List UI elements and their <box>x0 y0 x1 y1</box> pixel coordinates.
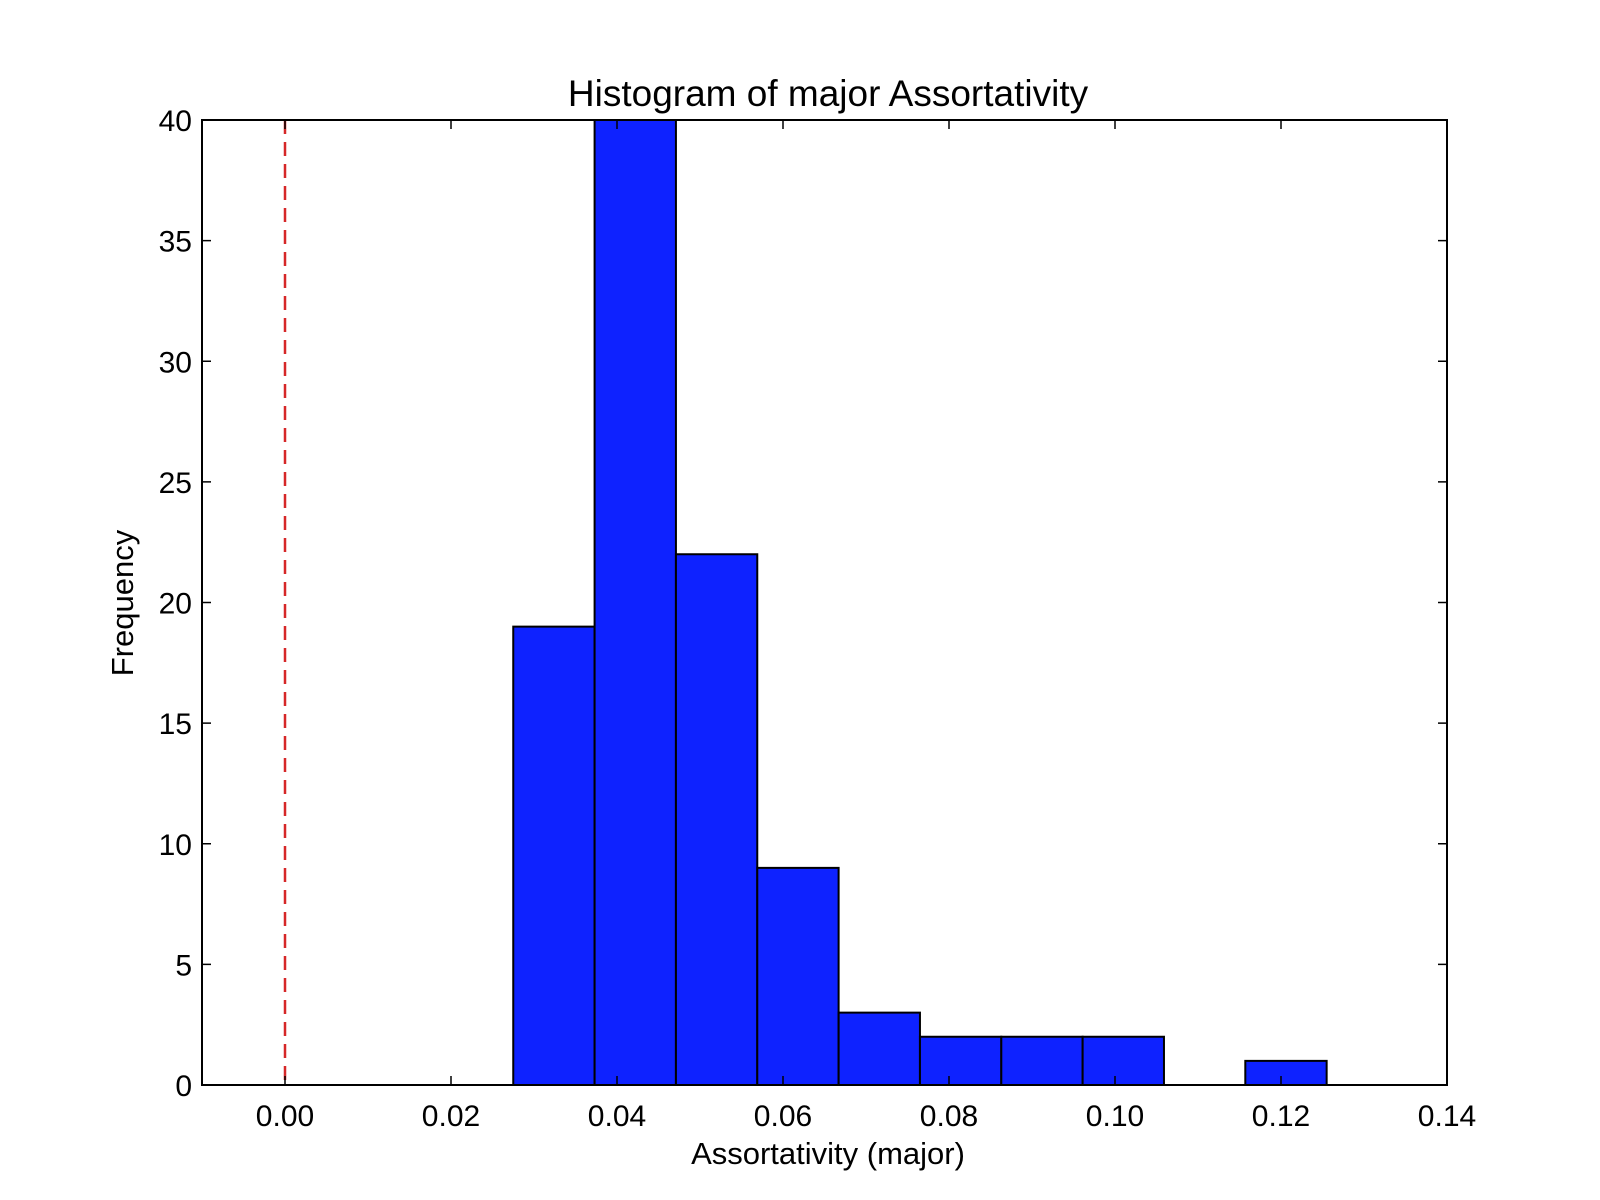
x-tick-label: 0.08 <box>920 1100 978 1133</box>
x-tick-label: 0.12 <box>1252 1100 1310 1133</box>
bars-group <box>512 119 1328 1086</box>
y-tick-label: 30 <box>159 346 192 379</box>
y-tick-label: 25 <box>159 467 192 500</box>
histogram-bar <box>918 1035 1003 1086</box>
y-tick-label: 15 <box>159 708 192 741</box>
histogram-bar <box>593 119 677 1086</box>
y-tick-labels: 0 5 10 15 20 25 30 35 40 <box>159 105 192 1103</box>
histogram-bar <box>1244 1059 1328 1086</box>
x-axis-label: Assortativity (major) <box>691 1136 965 1171</box>
histogram-bar <box>674 553 759 1086</box>
x-tick-label: 0.00 <box>256 1100 314 1133</box>
histogram-bar <box>837 1011 921 1086</box>
histogram-bar <box>512 625 596 1086</box>
y-axis-label: Frequency <box>105 529 140 676</box>
x-tick-labels: 0.00 0.02 0.04 0.06 0.08 0.10 0.12 0.14 <box>256 1100 1476 1133</box>
x-tick-label: 0.10 <box>1086 1100 1144 1133</box>
x-tick-label: 0.04 <box>588 1100 646 1133</box>
y-tick-label: 40 <box>159 105 192 138</box>
y-tick-label: 0 <box>175 1070 192 1103</box>
x-tick-label: 0.02 <box>422 1100 480 1133</box>
ticks-group <box>202 119 1448 1086</box>
x-tick-label: 0.14 <box>1418 1100 1476 1133</box>
y-tick-label: 5 <box>175 949 192 982</box>
y-tick-label: 20 <box>159 588 192 621</box>
histogram-bar <box>1081 1035 1165 1086</box>
histogram-bar <box>756 866 840 1086</box>
y-tick-label: 10 <box>159 829 192 862</box>
histogram-bar <box>1000 1035 1084 1086</box>
chart-title: Histogram of major Assortativity <box>568 73 1089 114</box>
y-tick-label: 35 <box>159 226 192 259</box>
x-tick-label: 0.06 <box>754 1100 812 1133</box>
